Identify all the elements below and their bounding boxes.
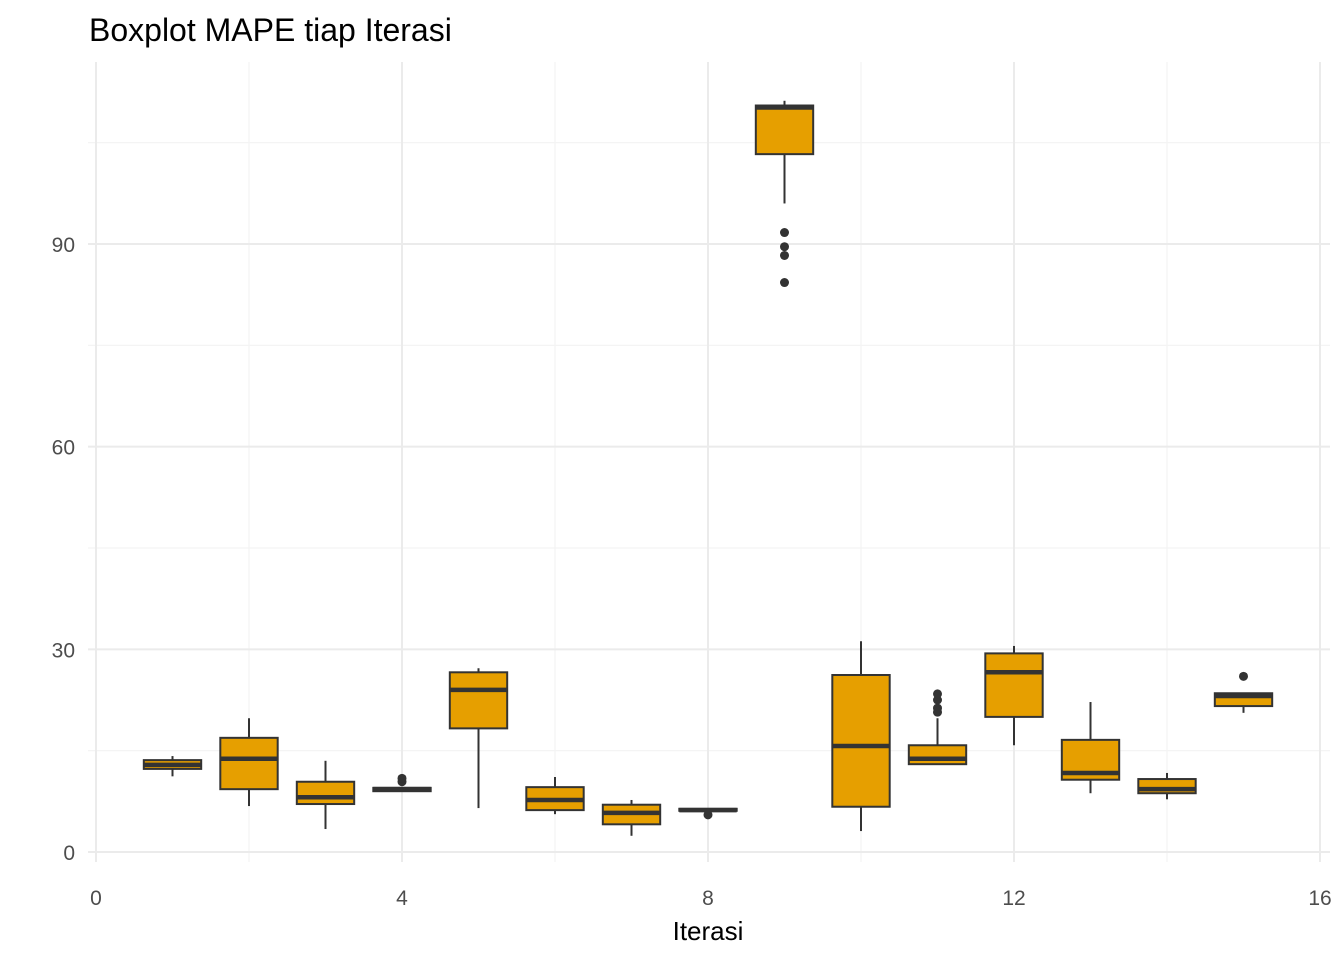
box-iterasi-3 [295, 760, 356, 830]
outlier-point [397, 773, 407, 783]
x-tick-label: 8 [702, 887, 714, 910]
box-iqr [295, 780, 356, 806]
box-iterasi-14 [1137, 772, 1197, 800]
outlier-point [703, 810, 713, 820]
outlier-point [780, 278, 789, 288]
outlier-point [780, 242, 789, 252]
box-iterasi-9 [754, 100, 815, 288]
outlier-point [933, 689, 942, 699]
box-iterasi-13 [1060, 702, 1121, 794]
x-tick-label: 4 [396, 887, 408, 910]
box-iterasi-4 [372, 773, 432, 793]
outlier-point [780, 250, 789, 260]
outlier-point [780, 228, 789, 238]
box-iqr [448, 671, 509, 730]
box-iterasi-7 [601, 799, 662, 836]
x-axis-label: Iterasi [673, 916, 744, 946]
tick-labels: 0 4 8 12 16 0 30 60 90 [52, 234, 1332, 910]
box-iqr [984, 652, 1044, 718]
box-iqr [754, 104, 815, 156]
chart-title: Boxplot MAPE tiap Iterasi [89, 12, 452, 48]
box-iterasi-6 [525, 777, 585, 815]
box-iqr [907, 744, 968, 766]
box-iqr [219, 736, 279, 791]
box-iterasi-1 [142, 756, 203, 777]
box-iterasi-12 [984, 645, 1044, 746]
x-tick-label: 16 [1308, 887, 1331, 910]
x-tick-label: 0 [90, 887, 102, 910]
box-iqr [831, 674, 891, 808]
y-tick-label: 60 [52, 437, 75, 460]
box-iterasi-10 [831, 641, 891, 832]
box-iterasi-11 [907, 689, 968, 766]
outlier-point [933, 703, 942, 713]
boxes [142, 100, 1274, 836]
y-tick-label: 0 [63, 842, 75, 865]
box-iterasi-8 [678, 807, 738, 820]
y-tick-label: 30 [52, 639, 75, 662]
outlier-point [1239, 671, 1248, 681]
y-tick-label: 90 [52, 234, 75, 257]
grid [88, 62, 1330, 862]
box-iterasi-5 [448, 668, 509, 809]
box-iterasi-2 [219, 718, 279, 807]
box-iterasi-15 [1213, 671, 1274, 713]
x-tick-label: 12 [1002, 887, 1025, 910]
